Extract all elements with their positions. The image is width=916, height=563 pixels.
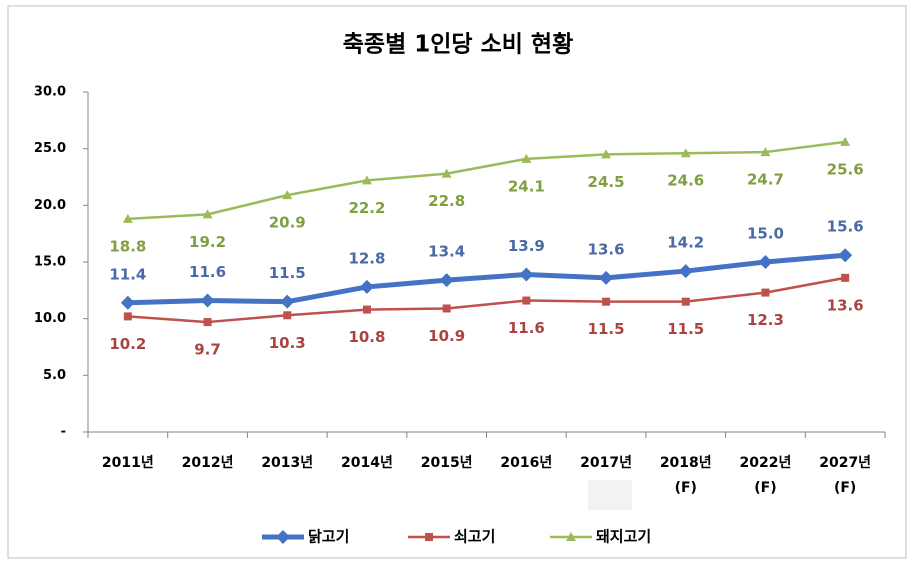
- legend-label: 돼지고기: [596, 528, 651, 546]
- data-label: 11.4: [109, 265, 146, 283]
- marker: [678, 264, 693, 279]
- marker: [361, 175, 372, 185]
- marker: [760, 147, 771, 157]
- chart-title: 축종별 1인당 소비 현황: [343, 32, 573, 58]
- data-label: 15.0: [747, 225, 784, 243]
- marker: [359, 279, 374, 294]
- marker: [442, 304, 451, 313]
- marker: [602, 297, 611, 306]
- marker: [120, 295, 135, 310]
- marker: [203, 318, 212, 327]
- x-tick-label: 2011년: [102, 455, 154, 471]
- marker: [601, 149, 612, 159]
- marker: [282, 190, 293, 200]
- y-tick-label: 30.0: [34, 85, 66, 100]
- data-label: 11.6: [508, 319, 545, 337]
- data-label: 20.9: [269, 214, 306, 232]
- data-label: 12.8: [348, 249, 385, 267]
- marker: [362, 305, 371, 314]
- series-line: [127, 252, 846, 306]
- data-label: 12.3: [747, 311, 784, 329]
- data-label: 19.2: [189, 233, 226, 251]
- data-label: 18.8: [109, 237, 146, 255]
- x-tick-label: 2012년: [182, 455, 234, 471]
- x-tick-label: 2018년 (F): [660, 455, 712, 496]
- marker: [123, 312, 132, 321]
- series-line: [127, 140, 846, 221]
- marker: [680, 148, 691, 158]
- x-tick-label: 2013년: [261, 455, 313, 471]
- y-tick-label: 20.0: [34, 198, 66, 213]
- data-label: 22.8: [428, 192, 465, 210]
- x-tick-label: 2015년: [421, 455, 473, 471]
- marker: [202, 209, 213, 219]
- x-tick-label: 2014년: [341, 455, 393, 471]
- marker: [280, 294, 295, 309]
- series-line: [127, 276, 846, 324]
- data-label: 13.6: [588, 240, 625, 258]
- x-tick-label: 2017년: [580, 455, 632, 471]
- legend-label: 닭고기: [308, 528, 349, 546]
- marker: [425, 533, 433, 541]
- data-label: 11.6: [189, 263, 226, 281]
- x-tick-label: 2027년 (F): [819, 455, 871, 496]
- marker: [519, 267, 534, 282]
- data-label: 10.8: [348, 328, 385, 346]
- y-tick-label: 5.0: [43, 368, 66, 383]
- data-label: 11.5: [269, 264, 306, 282]
- y-tick-label: -: [61, 425, 66, 440]
- data-label: 11.5: [588, 320, 625, 338]
- marker: [758, 255, 773, 269]
- placeholder-box: [588, 480, 632, 510]
- y-tick-label: 10.0: [34, 311, 66, 326]
- chart-frame: [7, 5, 907, 559]
- marker: [276, 530, 290, 544]
- data-label: 10.2: [109, 335, 146, 353]
- data-label: 24.1: [508, 177, 545, 195]
- data-label: 9.7: [194, 341, 221, 359]
- marker: [599, 270, 614, 285]
- data-label: 25.6: [827, 160, 864, 178]
- marker: [441, 168, 452, 178]
- marker: [522, 296, 531, 305]
- marker: [122, 213, 133, 223]
- marker: [761, 288, 770, 297]
- data-label: 13.9: [508, 237, 545, 255]
- data-label: 13.6: [827, 296, 864, 314]
- x-tick-label: 2022년 (F): [740, 455, 792, 496]
- data-label: 13.4: [428, 243, 465, 261]
- marker: [283, 311, 292, 320]
- legend-label: 쇠고기: [454, 528, 495, 546]
- x-tick-label: 2016년: [500, 455, 552, 471]
- data-label: 15.6: [827, 218, 864, 236]
- data-label: 24.6: [667, 172, 704, 190]
- marker: [841, 273, 850, 282]
- y-tick-label: 25.0: [34, 141, 66, 156]
- marker: [840, 136, 851, 146]
- data-label: 10.9: [428, 327, 465, 345]
- y-tick-label: 15.0: [34, 255, 66, 270]
- marker: [200, 293, 215, 308]
- marker: [521, 153, 532, 163]
- data-label: 24.5: [588, 173, 625, 191]
- data-label: 10.3: [269, 334, 306, 352]
- marker: [439, 273, 454, 288]
- marker: [681, 297, 690, 306]
- marker: [838, 248, 853, 263]
- data-label: 24.7: [747, 171, 784, 189]
- data-label: 14.2: [667, 234, 704, 252]
- data-label: 11.5: [667, 320, 704, 338]
- data-label: 22.2: [348, 199, 385, 217]
- marker: [566, 532, 576, 541]
